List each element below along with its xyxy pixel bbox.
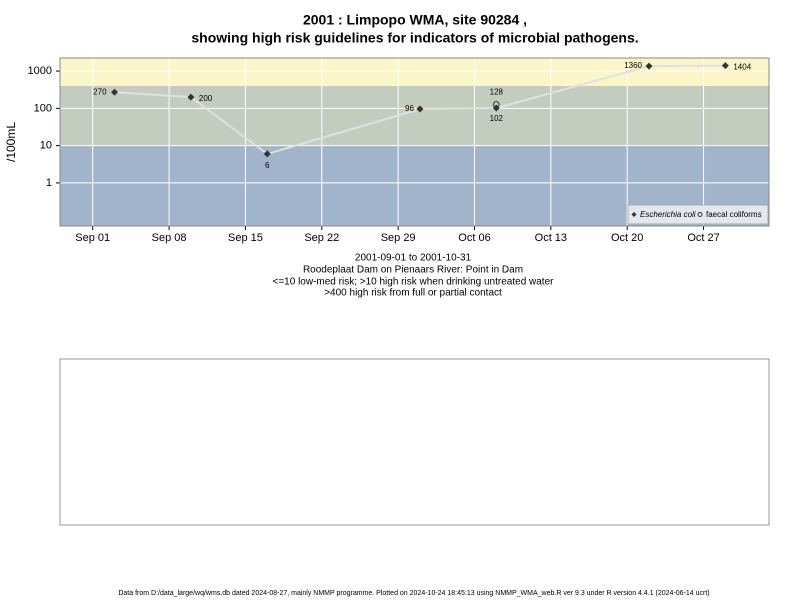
data-point: [187, 93, 195, 101]
y-tick-label: 10: [40, 140, 52, 152]
note: <=10 low-med risk; >10 high risk when dr…: [273, 277, 555, 288]
legend-marker: [697, 212, 703, 217]
data-label: 6: [265, 161, 270, 170]
empty-panel: [59, 358, 770, 526]
footer: Data from D:/data_large/wq/wms.db dated …: [118, 590, 709, 597]
data-point: [416, 105, 424, 113]
y-tick-label: 100: [34, 102, 52, 114]
data-label: 1360: [624, 61, 642, 70]
x-tick-label: Oct 27: [687, 232, 719, 244]
chart-subtitle: showing high risk guidelines for indicat…: [191, 30, 638, 46]
legend-marker: [631, 212, 637, 217]
y-tick-label: 1: [46, 177, 52, 189]
risk-band: [60, 58, 769, 86]
x-tick-label: Oct 20: [611, 232, 643, 244]
x-tick-label: Sep 22: [304, 232, 339, 244]
y-axis-label: /100mL: [4, 122, 18, 162]
note: 2001-09-01 to 2001-10-31: [355, 253, 472, 264]
x-tick-label: Sep 15: [228, 232, 263, 244]
x-tick-label: Sep 08: [152, 232, 187, 244]
data-label: 128: [490, 87, 504, 96]
data-label: 200: [199, 94, 213, 103]
legend-label: faecal coliforms: [706, 210, 762, 219]
data-label: 1404: [733, 63, 751, 72]
data-point: [111, 88, 119, 96]
data-point: [721, 62, 729, 70]
x-tick-label: Oct 06: [458, 232, 490, 244]
y-tick-label: 1000: [28, 65, 52, 77]
x-tick-label: Sep 29: [381, 232, 416, 244]
data-label: 270: [93, 87, 107, 96]
data-point: [645, 62, 653, 70]
data-point: [493, 101, 500, 108]
data-label: 102: [490, 114, 504, 123]
data-label: 96: [405, 104, 414, 113]
data-point: [263, 150, 271, 158]
x-tick-label: Sep 01: [75, 232, 110, 244]
x-tick-label: Oct 13: [535, 232, 567, 244]
chart-title: 2001 : Limpopo WMA, site 90284 ,: [303, 12, 527, 28]
legend-label: Escherichia coli: [640, 210, 696, 219]
plot-frame: [59, 57, 770, 227]
note: >400 high risk from full or partial cont…: [324, 288, 502, 299]
note: Roodeplaat Dam on Pienaars River: Point …: [303, 265, 523, 276]
